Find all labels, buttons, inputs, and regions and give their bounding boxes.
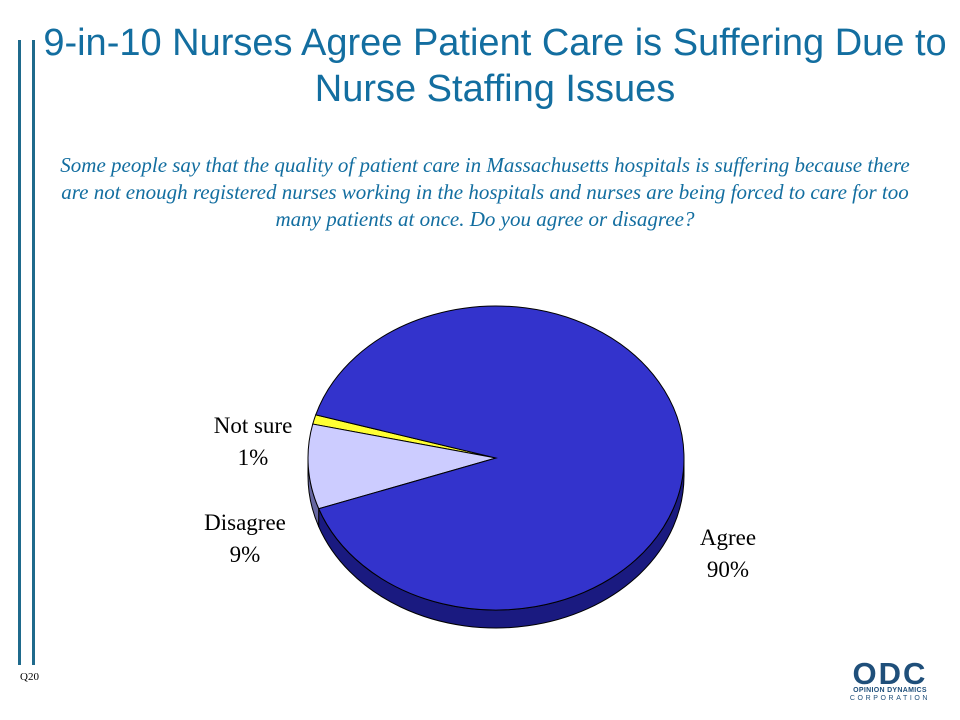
slice-value-agree: 90% [707, 557, 749, 582]
left-rule-inner [32, 40, 35, 665]
pie-slice-agree [315, 305, 685, 611]
odc-logo-icon: ODC [840, 656, 940, 691]
slice-label-disagree: Disagree [204, 510, 286, 535]
logo-caption: OPINION DYNAMICS CORPORATION [838, 687, 942, 703]
pie-labels: Agree 90% Disagree 9% Not sure 1% [204, 413, 756, 582]
slice-value-disagree: 9% [230, 542, 261, 567]
logo-line2: CORPORATION [849, 695, 931, 702]
slice-label-agree: Agree [700, 525, 756, 550]
left-rule-outer [18, 40, 21, 665]
logo-mark: ODC [853, 656, 928, 691]
slice-value-not-sure: 1% [238, 445, 269, 470]
slice-label-not-sure: Not sure [214, 413, 293, 438]
page-title: 9-in-10 Nurses Agree Patient Care is Suf… [43, 22, 947, 110]
question-code: Q20 [20, 671, 39, 683]
logo-line1: OPINION DYNAMICS [853, 687, 927, 694]
pie-slices [307, 305, 685, 611]
pie-slice-disagree [307, 423, 497, 510]
survey-question: Some people say that the quality of pati… [60, 153, 910, 231]
